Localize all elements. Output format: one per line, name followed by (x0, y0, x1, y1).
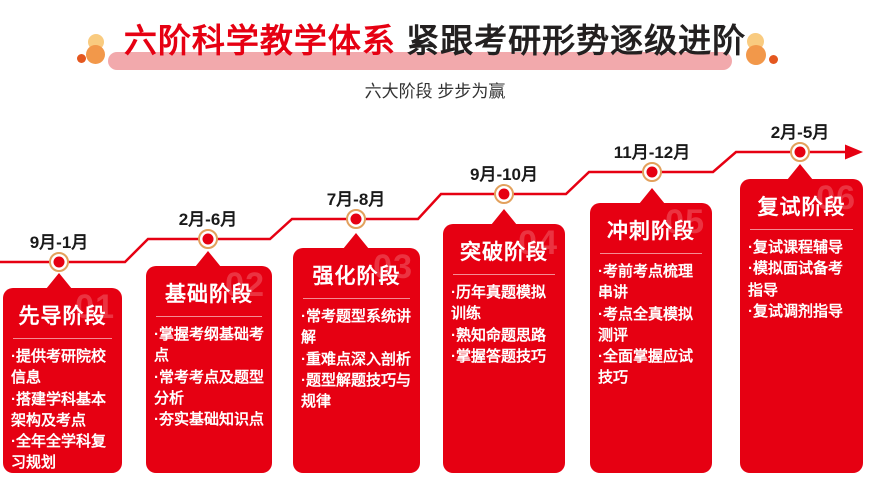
stage-1-title: 先导阶段 (18, 305, 107, 328)
stage-4-divider (453, 274, 555, 275)
left-decoration-orange-circle (86, 45, 105, 64)
page-title-rest: 紧跟考研形势逐级进阶 (406, 22, 747, 59)
timeline-arrowhead-icon (845, 144, 863, 160)
timeline-path (0, 150, 846, 264)
stage-1-pointer (46, 273, 72, 289)
timeline-marker-5 (642, 162, 662, 182)
stage-1-items: ·提供考研院校信息 ·搭建学科基本架构及考点 ·全年全学科复习规划 (3, 346, 122, 474)
timeline-marker-1 (49, 252, 69, 272)
stage-1-date: 9月-1月 (29, 233, 89, 252)
stage-1-divider (13, 338, 112, 339)
stage-5-card: 05 冲刺阶段 ·考前考点梳理串讲 ·考点全真模拟测评 ·全面掌握应试技巧 (590, 188, 712, 473)
stage-5-title: 冲刺阶段 (607, 220, 695, 243)
stage-item: ·常考考点及题型分析 (154, 368, 264, 407)
title-highlight-bar (108, 52, 732, 70)
stage-2-title: 基础阶段 (165, 283, 253, 306)
stage-3-items: ·常考题型系统讲解 ·重难点深入剖析 ·题型解题技巧与规律 (293, 306, 420, 412)
stage-6-date: 2月-5月 (770, 123, 830, 142)
stage-4-date: 9月-10月 (469, 165, 539, 184)
stage-item: ·常考题型系统讲解 (301, 308, 411, 347)
stage-1-number: 01 (75, 288, 115, 326)
stage-item: ·模拟面试备考指导 (748, 260, 843, 299)
stage-item: ·复试课程辅导 (748, 239, 843, 256)
stage-4-pointer (491, 209, 517, 225)
stage-5-number: 05 (665, 203, 705, 241)
stage-item: ·复试调剂指导 (748, 302, 843, 320)
timeline-marker-3 (346, 209, 366, 229)
stage-2-number: 02 (225, 266, 265, 304)
stage-3-card: 03 强化阶段 ·常考题型系统讲解 ·重难点深入剖析 ·题型解题技巧与规律 (293, 233, 420, 473)
stage-item: ·历年真题模拟训练 (451, 284, 546, 323)
stage-6-number: 06 (816, 179, 856, 217)
right-decoration-dot (769, 55, 778, 64)
stage-5-date: 11月-12月 (613, 143, 691, 162)
page-title-red: 六阶科学教学体系 (123, 22, 396, 59)
stage-item: ·掌握答题技巧 (451, 347, 546, 365)
stage-item: ·考点全真模拟测评 (598, 305, 693, 344)
stage-item: ·题型解题技巧与规律 (301, 371, 411, 411)
stage-2-divider (156, 316, 262, 317)
stage-3-divider (303, 298, 410, 299)
stage-4-title: 突破阶段 (460, 241, 548, 264)
timeline-marker-2 (198, 229, 218, 249)
stage-3-number: 03 (373, 248, 413, 286)
stage-item: ·搭建学科基本架构及考点 (11, 390, 106, 429)
left-decoration-dot (77, 54, 86, 63)
timeline-marker-4 (494, 184, 514, 204)
stage-5-pointer (639, 188, 665, 204)
stage-item: ·全年全学科复习规划 (11, 433, 106, 472)
stage-item: ·重难点深入剖析 (301, 350, 411, 368)
stage-6-title: 复试阶段 (757, 196, 846, 219)
stage-3-date: 7月-8月 (326, 190, 386, 209)
stage-item: ·考前考点梳理串讲 (598, 263, 693, 302)
stage-5-divider (600, 253, 702, 254)
stage-item: ·夯实基础知识点 (154, 411, 264, 429)
stage-2-pointer (195, 251, 221, 267)
stage-item: ·熟知命题思路 (451, 326, 546, 344)
stage-5-items: ·考前考点梳理串讲 ·考点全真模拟测评 ·全面掌握应试技巧 (590, 261, 712, 389)
stage-6-items: ·复试课程辅导 ·模拟面试备考指导 ·复试调剂指导 (740, 237, 863, 322)
stage-3-pointer (343, 233, 369, 249)
stage-item: ·掌握考纲基础考点 (154, 326, 264, 365)
stage-3-title: 强化阶段 (312, 265, 401, 288)
right-decoration-orange-circle (746, 45, 766, 65)
stage-6-divider (750, 229, 853, 230)
stage-2-items: ·掌握考纲基础考点 ·常考考点及题型分析 ·夯实基础知识点 (146, 324, 272, 430)
timeline-marker-6 (790, 142, 810, 162)
stage-4-items: ·历年真题模拟训练 ·熟知命题思路 ·掌握答题技巧 (443, 282, 565, 367)
page-title: 六阶科学教学体系 紧跟考研形势逐级进阶 (0, 22, 870, 60)
stage-6-pointer (787, 164, 813, 180)
page-subtitle: 六大阶段 步步为赢 (364, 82, 506, 101)
stage-4-number: 04 (518, 224, 558, 262)
stage-1-card: 01 先导阶段 ·提供考研院校信息 ·搭建学科基本架构及考点 ·全年全学科复习规… (3, 273, 122, 474)
stage-4-card: 04 突破阶段 ·历年真题模拟训练 ·熟知命题思路 ·掌握答题技巧 (443, 209, 565, 473)
stage-6-card: 06 复试阶段 ·复试课程辅导 ·模拟面试备考指导 ·复试调剂指导 (740, 164, 863, 473)
stage-2-card: 02 基础阶段 ·掌握考纲基础考点 ·常考考点及题型分析 ·夯实基础知识点 (146, 251, 272, 473)
stage-item: ·提供考研院校信息 (11, 348, 106, 387)
stage-2-date: 2月-6月 (178, 210, 238, 229)
stage-item: ·全面掌握应试技巧 (598, 348, 693, 387)
